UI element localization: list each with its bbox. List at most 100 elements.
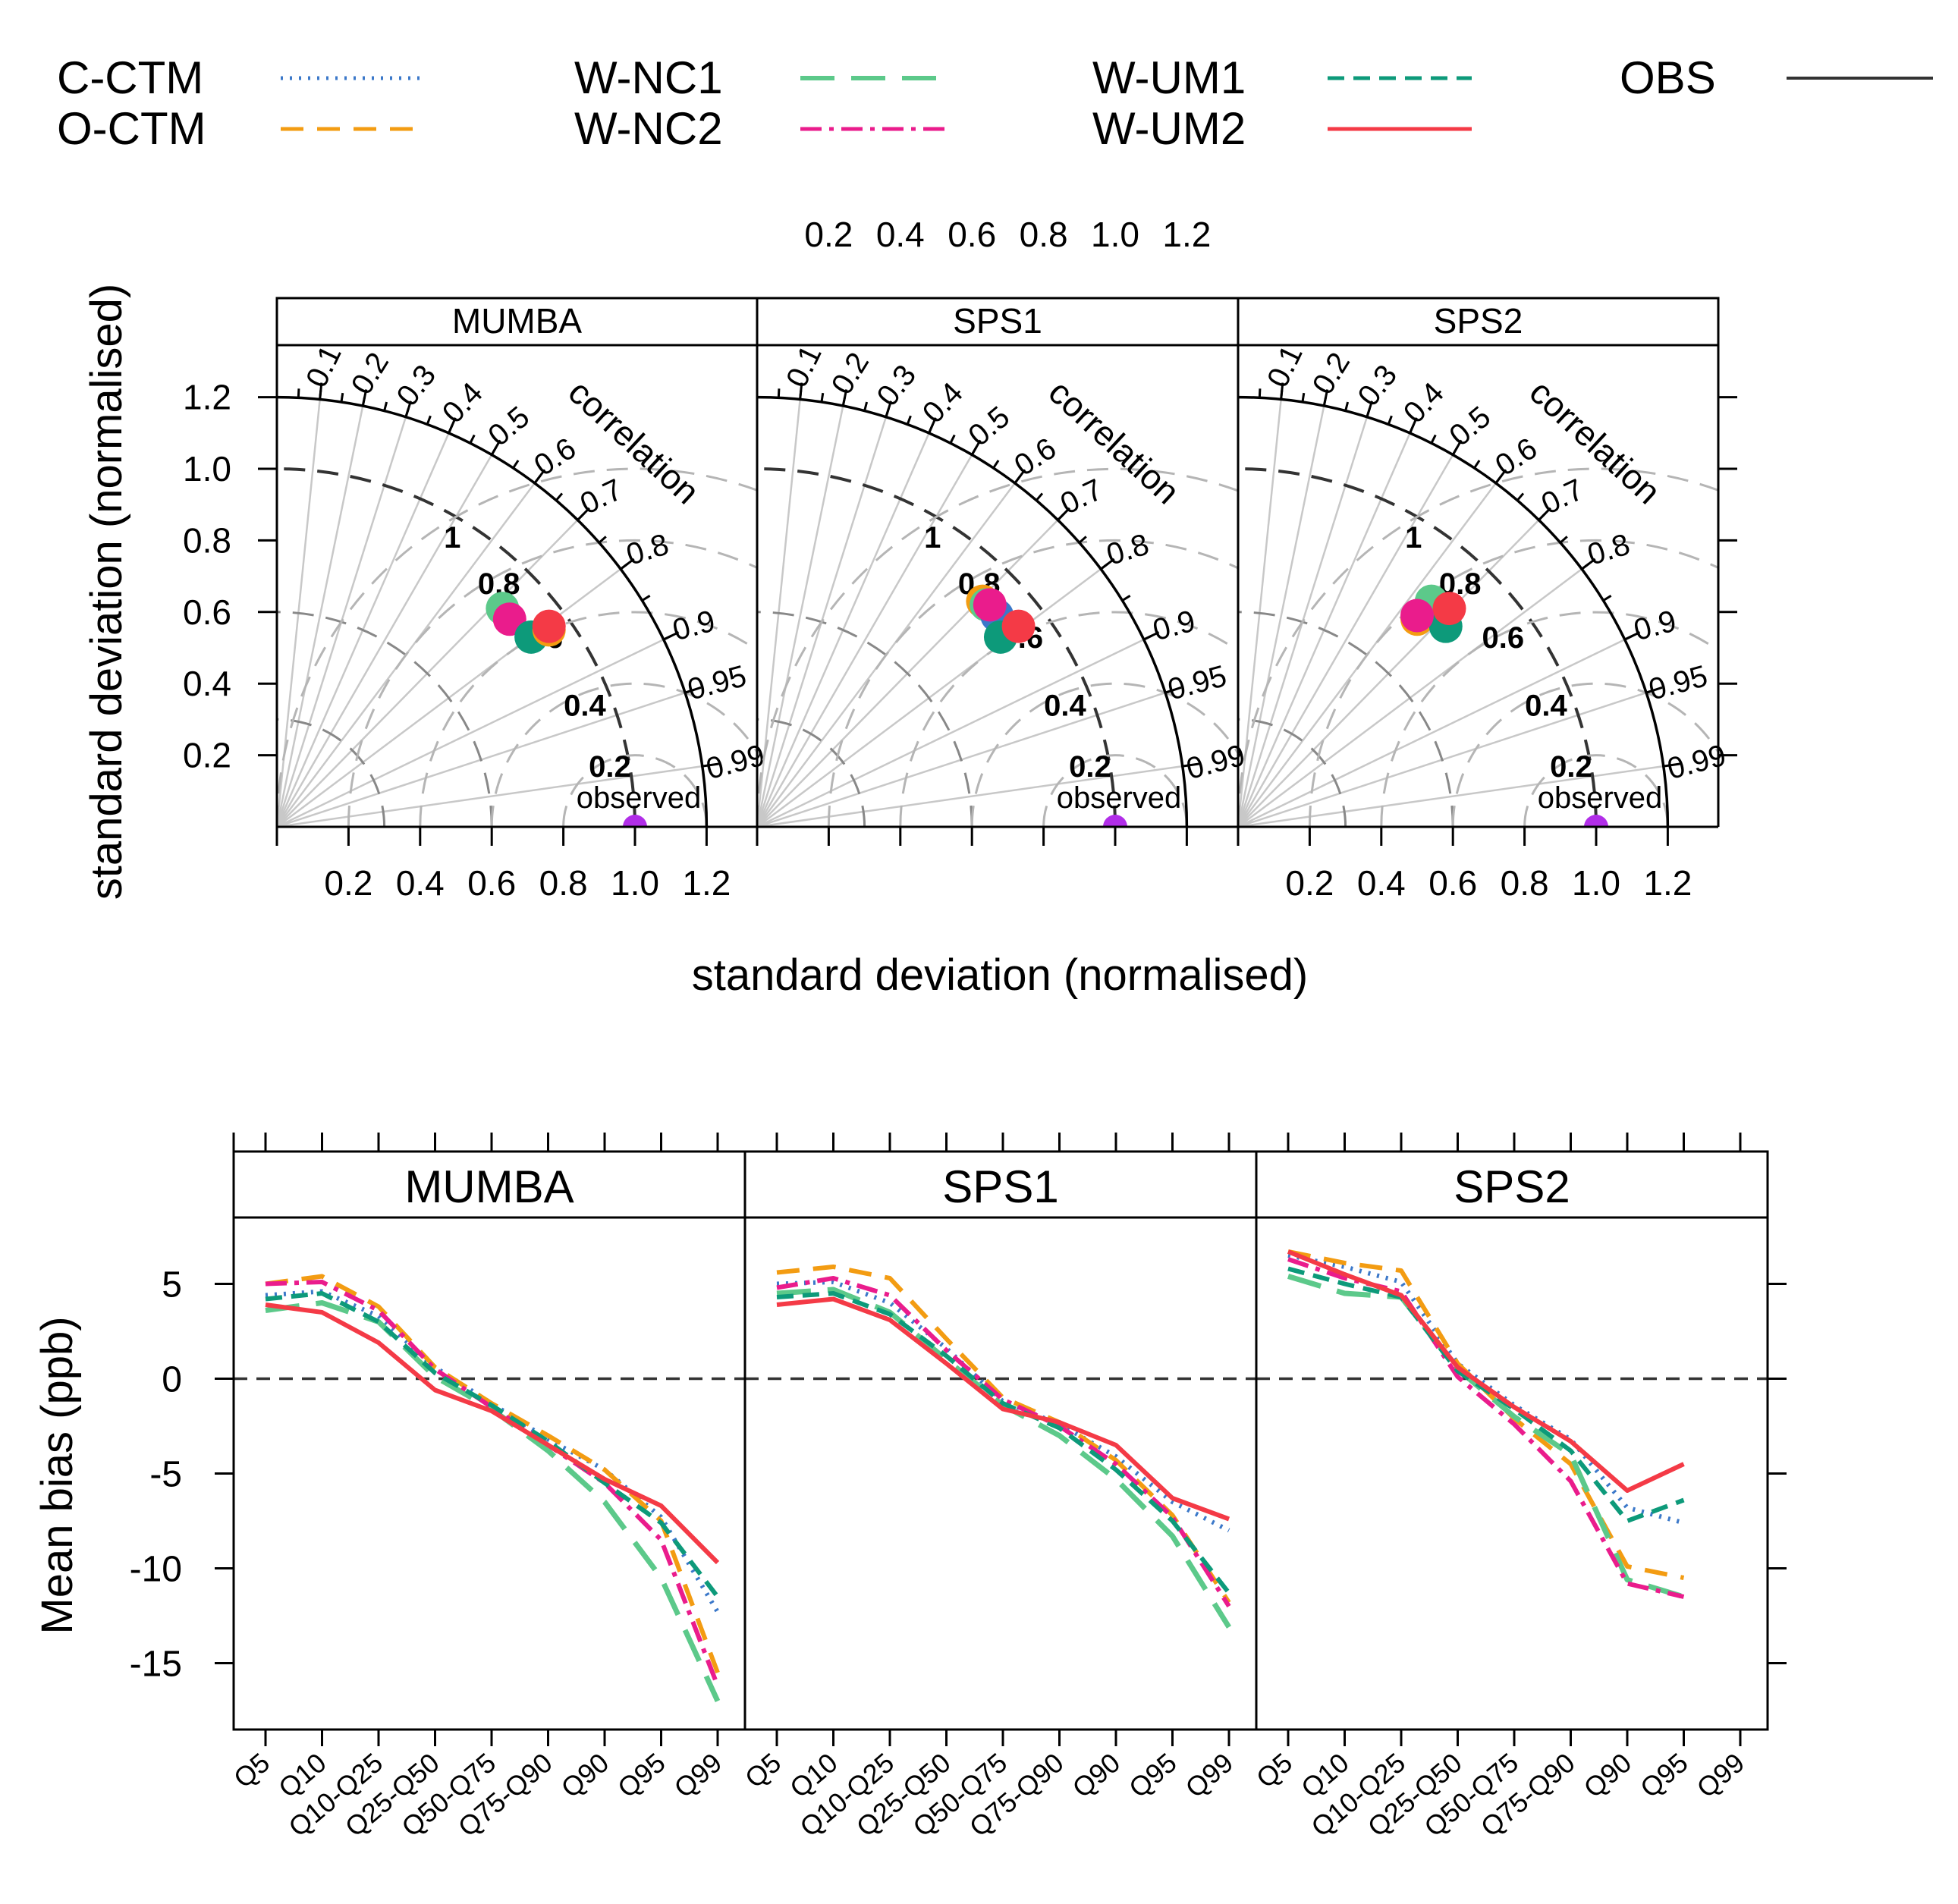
correlation-major-tick <box>1645 686 1663 694</box>
taylor-panel-sps2: 0.20.40.60.810.10.20.30.40.50.60.70.80.9… <box>1237 297 1730 903</box>
correlation-minor-tick <box>992 460 1000 469</box>
bias-x-tick-label: Q90 <box>1578 1747 1637 1804</box>
bias-series-w-um1 <box>265 1291 720 1598</box>
correlation-gridline <box>1238 638 1626 827</box>
taylor-plot-area: 0.2 0.4 0.6 0.8 1 <box>1238 399 1718 827</box>
correlation-tick-label: 0.95 <box>684 659 750 707</box>
correlation-minor-tick <box>297 388 300 398</box>
correlation-tick-label: 0.4 <box>916 376 970 430</box>
correlation-major-tick <box>319 382 323 400</box>
legend-label-c-ctm: C-CTM <box>57 52 203 103</box>
correlation-tick-label: 0.4 <box>1397 376 1450 430</box>
correlation-major-tick <box>1451 439 1463 456</box>
correlation-minor-tick <box>1036 492 1044 501</box>
taylor-top-tick-label: 0.8 <box>1020 215 1068 254</box>
correlation-major-tick <box>1057 507 1070 521</box>
correlation-tick-label: 0.1 <box>300 340 348 392</box>
correlation-minor-tick <box>469 434 476 444</box>
rms-arc <box>1451 682 1718 827</box>
rms-arc <box>970 682 1238 827</box>
legend-label-w-um1: W-UM1 <box>1092 52 1246 103</box>
taylor-y-tick-label: 1.0 <box>183 449 231 489</box>
correlation-tick-label: 0.2 <box>345 347 396 400</box>
correlation-tick-label: 0.8 <box>1584 528 1634 572</box>
taylor-top-tick-label: 0.6 <box>948 215 996 254</box>
panel-border <box>1255 1216 1769 1731</box>
taylor-x-tick-label: 0.2 <box>1285 863 1334 903</box>
correlation-tick-label: 0.5 <box>482 400 536 452</box>
panel-strip <box>1237 297 1720 347</box>
correlation-tick-label: 0.9 <box>1149 604 1199 647</box>
rms-arc <box>899 611 1238 827</box>
outer-arc <box>1237 395 1670 828</box>
panel-strip <box>275 297 759 347</box>
taylor-point-w-um2 <box>1432 592 1466 626</box>
correlation-minor-tick <box>1301 392 1306 403</box>
correlation-minor-tick <box>949 434 956 444</box>
correlation-tick-label: 0.95 <box>1645 659 1711 707</box>
taylor-y-tick-label: 0.2 <box>183 736 231 775</box>
correlation-tick-label: 0.5 <box>962 400 1016 452</box>
taylor-x-tick-label: 1.2 <box>1643 863 1692 903</box>
bias-series-w-um2 <box>776 1296 1230 1522</box>
rms-arc <box>277 467 757 827</box>
bias-x-tick-label: Q95 <box>1123 1747 1182 1804</box>
bias-panel-sps1: SPS1Q5Q10Q10-Q25Q25-Q50Q50-Q75Q75-Q90Q90… <box>739 1133 1258 1843</box>
correlation-major-tick <box>404 401 412 418</box>
panel-strip-label: MUMBA <box>404 1161 574 1212</box>
taylor-y-axis-label: standard deviation (normalised) <box>82 284 131 900</box>
legend-label-w-nc2: W-NC2 <box>574 103 723 154</box>
bias-series-w-nc2 <box>776 1276 1231 1608</box>
correlation-minor-tick <box>1559 536 1568 544</box>
bias-y-tick-label: -10 <box>130 1550 182 1590</box>
taylor-top-tick-label: 0.2 <box>804 215 853 254</box>
correlation-tick-label: 0.1 <box>1261 340 1309 392</box>
bias-x-tick-label: Q5 <box>739 1747 787 1794</box>
correlation-major-tick <box>1366 401 1373 418</box>
correlation-minor-tick <box>1430 434 1437 444</box>
bias-series-w-nc2 <box>265 1280 720 1687</box>
panel-strip <box>743 1150 1258 1219</box>
sd-arc <box>757 718 866 827</box>
correlation-minor-tick <box>340 392 344 403</box>
taylor-y-tick-label: 1.2 <box>183 378 231 417</box>
bias-series-w-um2 <box>1287 1249 1685 1493</box>
panel-border <box>743 1216 1258 1731</box>
observed-point <box>623 815 647 827</box>
rms-arc <box>490 682 757 827</box>
correlation-minor-tick <box>863 401 869 411</box>
rms-arc <box>827 539 1238 827</box>
taylor-point-w-nc2 <box>973 588 1007 622</box>
sd-arc <box>1238 467 1598 827</box>
taylor-x-tick-label: 0.2 <box>324 863 372 903</box>
observed-point <box>1103 815 1127 827</box>
taylor-x-axis-label: standard deviation (normalised) <box>692 950 1308 1000</box>
correlation-gridline <box>277 405 364 827</box>
legend-label-obs: OBS <box>1620 52 1716 103</box>
rms-arc <box>562 754 708 827</box>
rms-arc <box>1380 611 1718 827</box>
correlation-major-tick <box>1494 469 1507 484</box>
taylor-x-tick-label: 0.6 <box>1428 863 1477 903</box>
panel-strip-label: SPS1 <box>942 1161 1058 1212</box>
rms-label: 0.2 <box>1550 750 1592 784</box>
legend-label-o-ctm: O-CTM <box>57 103 206 154</box>
rms-arc <box>1308 539 1718 827</box>
correlation-gridline <box>757 405 844 827</box>
rms-arc <box>419 611 757 827</box>
correlation-major-tick <box>533 469 546 484</box>
sd-arc <box>757 467 1117 827</box>
bias-x-tick-label: Q95 <box>611 1747 671 1804</box>
sd-arc <box>277 718 386 827</box>
bias-x-tick-label: Q99 <box>1180 1747 1239 1804</box>
bias-x-tick-label: Q99 <box>668 1747 728 1804</box>
legend-label-w-um2: W-UM2 <box>1092 103 1246 154</box>
bias-x-tick-label: Q5 <box>228 1747 275 1794</box>
bias-series-w-nc1 <box>1287 1274 1685 1600</box>
correlation-major-tick <box>702 762 719 768</box>
correlation-major-tick <box>490 439 501 456</box>
correlation-tick-label: 0.5 <box>1443 400 1497 452</box>
rms-label: 1 <box>1405 521 1422 555</box>
bias-y-tick-label: -5 <box>149 1455 182 1495</box>
